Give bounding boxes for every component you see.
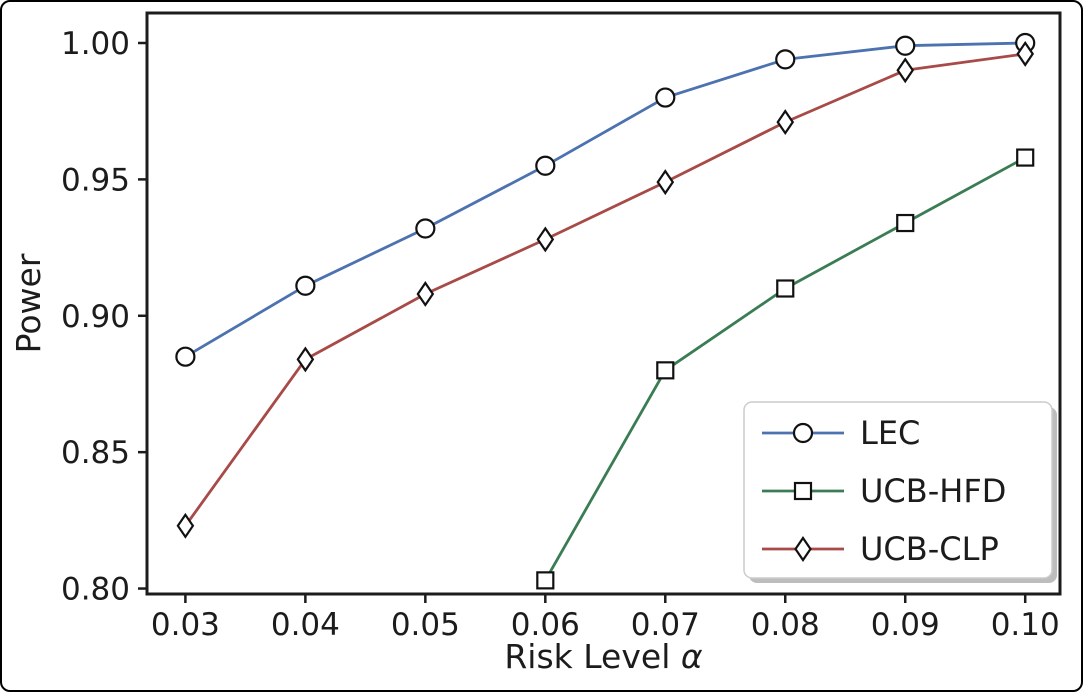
y-tick-label: 1.00: [61, 26, 130, 62]
circle-marker: [175, 346, 196, 367]
diamond-marker: [896, 57, 915, 84]
x-tick-label: 0.07: [631, 607, 700, 643]
legend-entry-UCB-CLP: UCB-CLP: [762, 530, 999, 568]
square-marker: [1016, 148, 1035, 167]
circle-marker: [775, 49, 796, 70]
series-LEC: [175, 32, 1036, 367]
x-tick-label: 0.03: [151, 607, 220, 643]
legend-label: LEC: [860, 414, 920, 452]
series-UCB-HFD: [536, 148, 1035, 590]
x-axis: 0.03 0.04 0.05 0.06 0.07 0.08 0.09 0.10: [151, 594, 1060, 643]
diamond-marker: [536, 226, 555, 253]
square-marker: [536, 571, 555, 590]
square-marker: [896, 213, 915, 233]
diamond-marker: [776, 109, 795, 136]
circle-marker: [535, 155, 556, 176]
legend-entry-LEC: LEC: [762, 414, 920, 452]
x-tick-label: 0.04: [271, 607, 340, 643]
x-tick-label: 0.06: [511, 607, 580, 643]
diamond-marker: [656, 169, 675, 196]
x-axis-label: Risk Level α: [504, 637, 703, 676]
x-tick-label: 0.10: [991, 607, 1060, 643]
y-tick-label: 0.90: [61, 299, 130, 335]
legend-label: UCB-HFD: [860, 472, 1006, 510]
legend-entry-UCB-HFD: UCB-HFD: [762, 472, 1006, 510]
circle-marker: [792, 422, 814, 444]
square-marker: [793, 481, 813, 501]
series-UCB-CLP: [176, 40, 1035, 539]
x-tick-label: 0.08: [751, 607, 820, 643]
circle-marker: [415, 218, 436, 239]
legend-label: UCB-CLP: [860, 530, 999, 568]
diamond-marker: [176, 512, 195, 539]
diamond-marker: [416, 281, 435, 307]
y-tick-label: 0.95: [61, 162, 130, 198]
diamond-marker: [794, 536, 812, 562]
circle-marker: [295, 275, 316, 296]
legend: LEC UCB-HFD UCB-CLP: [743, 401, 1057, 583]
series-line: [184, 52, 1026, 527]
y-axis: 0.80 0.85 0.90 0.95 1.00: [61, 26, 147, 608]
legend-box: [743, 401, 1053, 579]
series-line: [184, 41, 1026, 358]
y-tick-label: 0.80: [61, 572, 130, 608]
diamond-marker: [296, 346, 315, 373]
y-axis-label: Power: [9, 253, 48, 353]
circle-marker: [895, 35, 916, 56]
x-tick-label: 0.09: [871, 607, 940, 643]
square-marker: [776, 279, 795, 298]
square-marker: [656, 361, 675, 380]
plot-frame: [145, 11, 1062, 596]
x-tick-label: 0.05: [391, 607, 460, 643]
y-tick-label: 0.85: [61, 435, 130, 471]
circle-marker: [655, 87, 676, 108]
diamond-marker: [1016, 40, 1035, 67]
